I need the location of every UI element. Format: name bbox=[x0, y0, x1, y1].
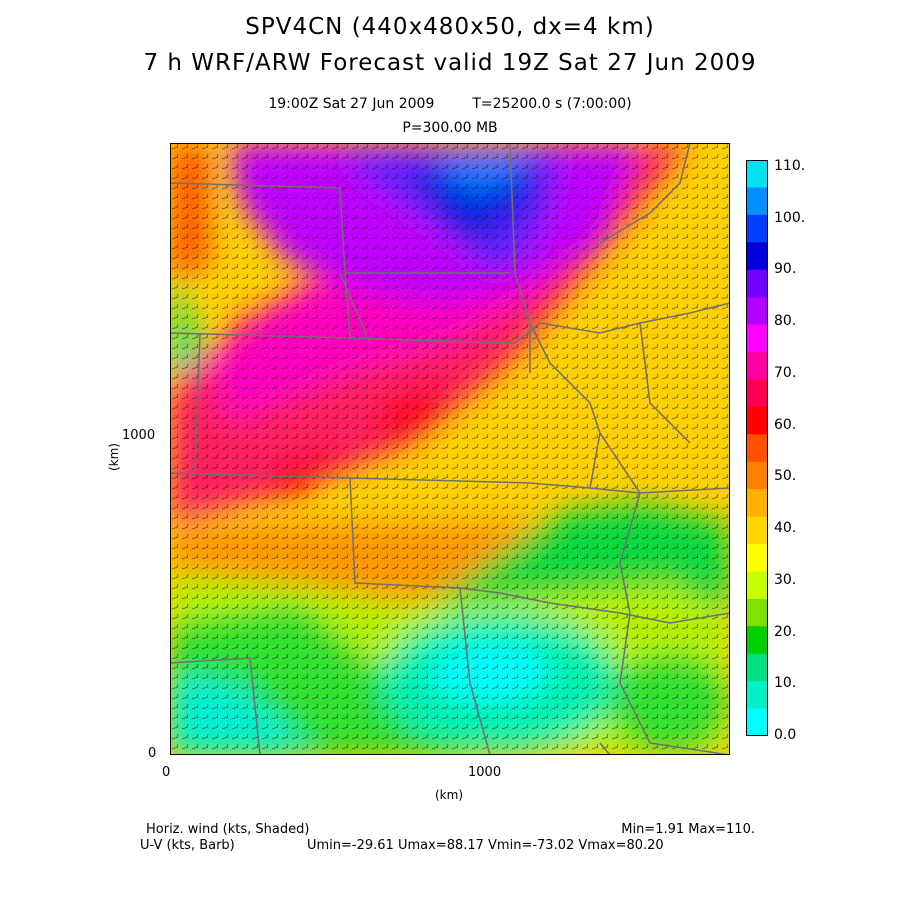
colorbar-swatch bbox=[746, 406, 768, 435]
colorbar-swatch bbox=[746, 434, 768, 463]
colorbar-label: 60. bbox=[774, 417, 797, 433]
colorbar-swatch bbox=[746, 653, 768, 682]
colorbar-swatch bbox=[746, 269, 768, 298]
colorbar-swatch bbox=[746, 324, 768, 353]
wind-speed-shading bbox=[170, 143, 730, 755]
shaded-field-label: Horiz. wind (kts, Shaded) bbox=[146, 822, 310, 837]
y-tick-1000: 1000 bbox=[122, 428, 156, 443]
colorbar-frame bbox=[746, 160, 768, 736]
valid-time-line: 19:00Z Sat 27 Jun 2009 T=25200.0 s (7:00:… bbox=[0, 96, 900, 112]
colorbar-label: 0.0 bbox=[774, 727, 797, 743]
colorbar-swatch bbox=[746, 571, 768, 600]
colorbar-label: 30. bbox=[774, 572, 797, 588]
colorbar-swatch bbox=[746, 681, 768, 710]
y-axis-label: (km) bbox=[107, 442, 122, 472]
plot-title-line2: 7 h WRF/ARW Forecast valid 19Z Sat 27 Ju… bbox=[143, 50, 757, 76]
barb-field-label: U-V (kts, Barb) bbox=[140, 838, 235, 853]
colorbar-swatch bbox=[746, 626, 768, 655]
pressure-level: P=300.00 MB bbox=[402, 120, 498, 136]
colorbar-label: 110. bbox=[774, 158, 806, 174]
colorbar-label: 50. bbox=[774, 468, 797, 484]
colorbar-label: 10. bbox=[774, 675, 797, 691]
colorbar-label: 40. bbox=[774, 520, 797, 536]
valid-time: 19:00Z Sat 27 Jun 2009 bbox=[268, 96, 435, 112]
x-tick-0: 0 bbox=[162, 765, 171, 780]
colorbar-swatch bbox=[746, 379, 768, 408]
colorbar bbox=[746, 160, 768, 736]
colorbar-swatch bbox=[746, 598, 768, 627]
colorbar-swatch bbox=[746, 544, 768, 572]
minmax-stats: Min=1.91 Max=110. bbox=[621, 822, 755, 837]
colorbar-swatch bbox=[746, 489, 768, 518]
y-tick-0: 0 bbox=[148, 746, 157, 761]
x-axis-label: (km) bbox=[435, 788, 464, 802]
colorbar-swatch bbox=[746, 352, 768, 380]
map-frame bbox=[170, 143, 730, 755]
colorbar-swatch bbox=[746, 461, 768, 490]
colorbar-label: 70. bbox=[774, 365, 797, 381]
colorbar-swatch bbox=[746, 214, 768, 243]
colorbar-label: 80. bbox=[774, 313, 797, 329]
colorbar-swatch bbox=[746, 297, 768, 326]
wind-speed-map bbox=[170, 143, 730, 755]
time-info: T=25200.0 s (7:00:00) bbox=[472, 96, 632, 112]
colorbar-swatch bbox=[746, 187, 768, 216]
plot-title-line1: SPV4CN (440x480x50, dx=4 km) bbox=[245, 14, 655, 40]
colorbar-label: 90. bbox=[774, 261, 797, 277]
state-boundaries bbox=[170, 143, 730, 755]
colorbar-label: 100. bbox=[774, 210, 806, 226]
colorbar-swatch bbox=[746, 160, 768, 188]
uv-stats: Umin=-29.61 Umax=88.17 Vmin=-73.02 Vmax=… bbox=[307, 838, 664, 853]
colorbar-label: 20. bbox=[774, 624, 797, 640]
colorbar-swatch bbox=[746, 516, 768, 545]
colorbar-swatch bbox=[746, 242, 768, 271]
colorbar-swatch bbox=[746, 708, 768, 736]
x-tick-1000: 1000 bbox=[468, 765, 502, 780]
